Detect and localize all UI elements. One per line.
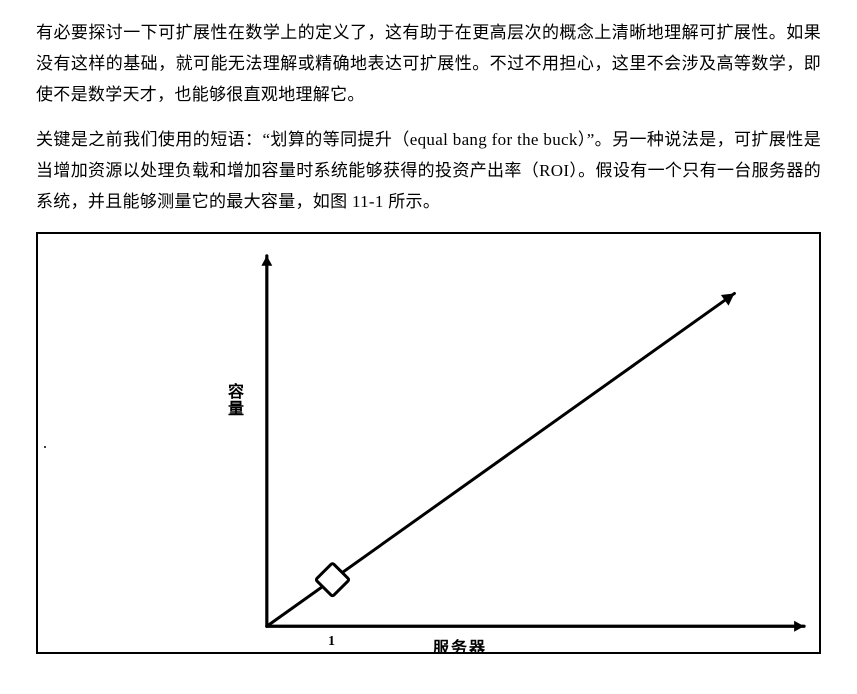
paragraph-2: 关键是之前我们使用的短语：“划算的等同提升（equal bang for the… <box>36 125 821 218</box>
x-axis-label: 服务器 <box>433 634 487 654</box>
figure-11-1: 容量 服务器 1 <box>36 232 821 654</box>
paragraph-2-prefix: 关键是之前我们使用的短语：“划算的等同提升（ <box>36 130 410 149</box>
chart-host <box>38 234 819 652</box>
chart-svg <box>38 234 819 652</box>
scan-speck <box>44 446 46 448</box>
paragraph-1: 有必要探讨一下可扩展性在数学上的定义了，这有助于在更高层次的概念上清晰地理解可扩… <box>36 18 821 111</box>
paragraph-2-latin: equal bang for the buck <box>410 130 578 149</box>
y-axis-label: 容量 <box>228 384 244 419</box>
x-axis-tick-1: 1 <box>328 634 335 650</box>
